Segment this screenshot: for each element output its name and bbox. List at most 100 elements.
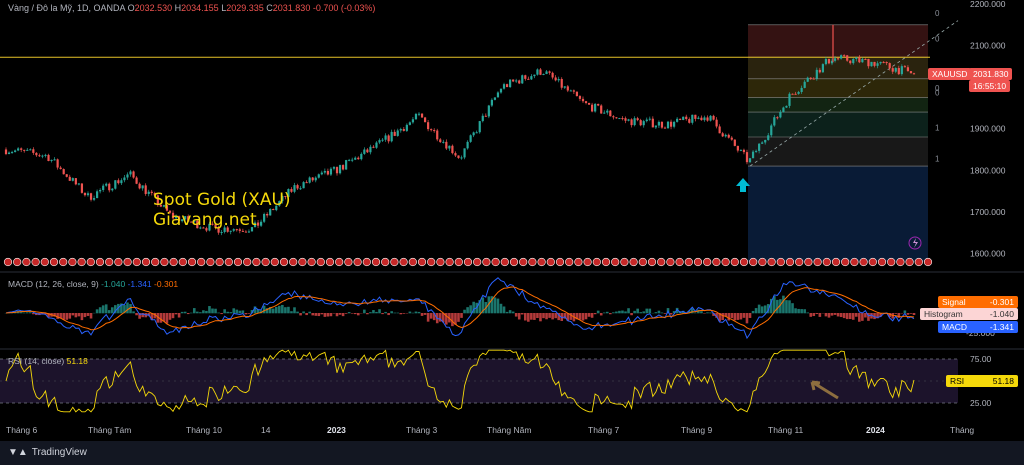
- candle-body: [560, 78, 563, 88]
- candle-body: [244, 231, 248, 233]
- macd-histogram-bar: [211, 308, 214, 314]
- macd-histogram-bar: [335, 313, 339, 317]
- candle-body: [502, 84, 506, 89]
- time-axis-label: Tháng: [950, 425, 974, 435]
- macd-histogram-bar: [274, 306, 278, 314]
- event-marker-icon: [151, 257, 160, 267]
- macd-histogram-bar: [150, 313, 154, 320]
- macd-histogram-bar: [171, 313, 175, 319]
- macd-histogram-bar: [566, 313, 570, 321]
- candle-body: [791, 93, 794, 95]
- candle-body: [836, 58, 840, 60]
- candle-body: [314, 177, 317, 181]
- rsi-arrow-icon: [810, 380, 839, 400]
- candle-body: [199, 227, 202, 229]
- candle-body: [89, 193, 93, 200]
- candle-body: [475, 132, 478, 134]
- candle-body: [812, 78, 815, 80]
- time-axis-label: 2023: [327, 425, 346, 435]
- candle-body: [281, 196, 284, 202]
- candle-body: [451, 145, 454, 154]
- candle-body: [165, 205, 169, 211]
- candle-body: [420, 113, 424, 118]
- event-marker-icon: [454, 257, 463, 267]
- macd-histogram-bar: [202, 310, 205, 314]
- macd-histogram-bar: [533, 313, 536, 320]
- macd-histogram-bar: [129, 304, 132, 314]
- macd-histogram-bar: [290, 311, 293, 314]
- event-marker-icon: [95, 257, 105, 267]
- event-marker-icon: [482, 257, 491, 267]
- macd-histogram-tag: Histogram -1.040: [920, 308, 1018, 320]
- event-marker-icon: [123, 257, 132, 267]
- macd-histogram-bar: [697, 309, 700, 314]
- event-marker-icon: [868, 257, 877, 267]
- candle-body: [481, 115, 484, 122]
- candle-body: [466, 141, 469, 149]
- candle-body: [317, 174, 320, 178]
- candle-body: [870, 61, 873, 67]
- candle-body: [29, 149, 32, 151]
- candle-body: [305, 182, 308, 184]
- candle-body: [96, 191, 99, 199]
- macd-histogram-bar: [460, 313, 463, 318]
- candle-body: [266, 213, 269, 216]
- candle-body: [293, 185, 296, 192]
- candle-body: [521, 75, 524, 84]
- macd-histogram-bar: [314, 313, 318, 316]
- macd-histogram-bar: [65, 313, 69, 320]
- rsi-tag-label: RSI: [950, 376, 965, 386]
- macd-histogram-bar: [691, 308, 694, 314]
- macd-title: MACD (12, 26, close, 9): [8, 279, 99, 289]
- event-marker-icon: [611, 257, 620, 267]
- macd-histogram-bar: [575, 313, 579, 320]
- candle-body: [354, 157, 357, 160]
- time-axis-label: Tháng Tám: [88, 425, 131, 435]
- candle-body: [53, 159, 56, 161]
- fib-edge-label: 1: [935, 155, 940, 164]
- candle-body: [909, 71, 913, 74]
- rsi-tag-value: 51.18: [992, 376, 1014, 386]
- macd-histogram-bar: [809, 313, 813, 317]
- event-marker-icon: [574, 257, 583, 267]
- candle-body: [867, 58, 870, 67]
- macd-histogram-bar: [773, 296, 776, 314]
- candle-body: [697, 117, 700, 119]
- candle-body: [10, 151, 14, 153]
- candle-body: [168, 210, 172, 213]
- candle-body: [776, 117, 779, 119]
- macd-histogram-bar: [387, 313, 390, 316]
- candle-body: [469, 135, 472, 142]
- candle-body: [141, 185, 144, 189]
- macd-histogram-bar: [293, 307, 296, 314]
- rsi-legend-value: 51.18: [66, 356, 88, 366]
- macd-histogram-bar: [517, 313, 521, 320]
- tradingview-logo[interactable]: ▼▲ TradingView: [8, 447, 87, 458]
- candle-body: [238, 229, 241, 231]
- candle-body: [733, 139, 736, 146]
- candle-body: [26, 149, 29, 151]
- event-marker-icon: [491, 257, 500, 267]
- price-tag-value: 2031.830: [969, 68, 1013, 80]
- price-axis-label: 1800.000: [970, 165, 1006, 175]
- macd-histogram-bar: [879, 313, 882, 317]
- event-marker-icon: [197, 257, 206, 267]
- macd-histogram-bar: [742, 313, 746, 318]
- event-marker-icon: [224, 257, 233, 267]
- rsi-title: RSI (14, close): [8, 356, 65, 366]
- macd-histogram-bar: [514, 313, 518, 317]
- time-axis-label: 14: [261, 425, 271, 435]
- macd-legend-macd: -1.341: [127, 279, 152, 289]
- candle-body: [390, 131, 393, 142]
- macd-histogram-bar: [748, 313, 752, 318]
- candle-body: [217, 227, 220, 233]
- candle-body: [220, 232, 223, 234]
- fib-zone: [748, 78, 928, 98]
- candle-body: [120, 180, 123, 184]
- macd-signal-tag-label: Signal: [942, 297, 966, 307]
- macd-histogram-bar: [162, 313, 166, 322]
- candle-body: [65, 174, 68, 177]
- signal-line: [5, 286, 915, 331]
- event-marker-icon: [914, 257, 923, 267]
